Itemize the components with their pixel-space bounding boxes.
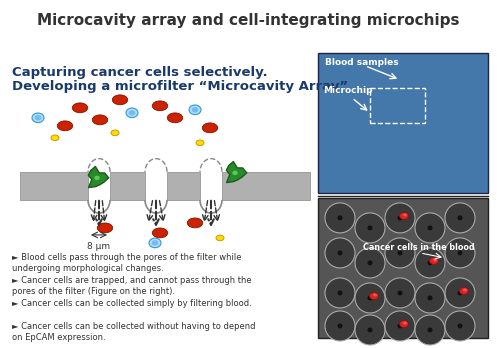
Ellipse shape (189, 105, 201, 114)
Circle shape (325, 203, 355, 233)
Ellipse shape (192, 107, 198, 112)
Text: 8 µm: 8 µm (87, 242, 110, 251)
Text: Developing a microfilter “Microcavity Array”: Developing a microfilter “Microcavity Ar… (12, 80, 348, 93)
Circle shape (355, 248, 385, 278)
Ellipse shape (373, 293, 377, 296)
Text: Microchip: Microchip (323, 86, 372, 95)
Circle shape (445, 203, 475, 233)
Text: Blood samples: Blood samples (325, 58, 399, 67)
Circle shape (367, 295, 372, 300)
Circle shape (337, 251, 342, 255)
Circle shape (458, 324, 463, 329)
Circle shape (367, 226, 372, 230)
FancyBboxPatch shape (167, 172, 200, 200)
FancyBboxPatch shape (318, 198, 488, 338)
Ellipse shape (460, 287, 469, 294)
Ellipse shape (35, 115, 41, 120)
Circle shape (325, 278, 355, 308)
Ellipse shape (463, 288, 467, 292)
Circle shape (398, 215, 403, 220)
Ellipse shape (167, 113, 183, 123)
Ellipse shape (129, 110, 135, 116)
Ellipse shape (149, 238, 161, 248)
Circle shape (385, 278, 415, 308)
Circle shape (355, 315, 385, 345)
Ellipse shape (216, 235, 224, 241)
Circle shape (415, 248, 445, 278)
Ellipse shape (72, 103, 87, 113)
Ellipse shape (187, 218, 203, 228)
Ellipse shape (97, 223, 113, 233)
Circle shape (355, 283, 385, 313)
Ellipse shape (403, 322, 407, 324)
Circle shape (385, 203, 415, 233)
Circle shape (445, 278, 475, 308)
FancyBboxPatch shape (110, 172, 145, 200)
Circle shape (367, 327, 372, 332)
FancyBboxPatch shape (20, 172, 88, 200)
Text: ► Cancer cells can be collected simply by filtering blood.: ► Cancer cells can be collected simply b… (12, 299, 252, 308)
Ellipse shape (429, 258, 438, 264)
Ellipse shape (92, 115, 108, 125)
Ellipse shape (94, 176, 100, 180)
Ellipse shape (152, 101, 167, 111)
Circle shape (337, 291, 342, 295)
Circle shape (415, 283, 445, 313)
Ellipse shape (202, 123, 218, 133)
Ellipse shape (196, 140, 204, 146)
Circle shape (458, 291, 463, 295)
Circle shape (385, 311, 415, 341)
Text: ► Blood cells pass through the pores of the filter while
undergoing morphologica: ► Blood cells pass through the pores of … (12, 253, 242, 273)
Ellipse shape (232, 171, 238, 175)
Circle shape (415, 213, 445, 243)
FancyBboxPatch shape (318, 53, 488, 193)
FancyBboxPatch shape (222, 172, 310, 200)
Ellipse shape (32, 113, 44, 122)
Ellipse shape (51, 135, 59, 141)
Ellipse shape (433, 259, 437, 261)
Circle shape (385, 238, 415, 268)
Text: Microcavity array and cell-integrating microchips: Microcavity array and cell-integrating m… (37, 13, 460, 29)
Ellipse shape (369, 292, 379, 300)
Circle shape (427, 226, 432, 230)
Ellipse shape (57, 121, 73, 131)
Ellipse shape (126, 108, 138, 118)
Circle shape (415, 315, 445, 345)
Circle shape (337, 324, 342, 329)
Circle shape (367, 260, 372, 266)
Ellipse shape (400, 321, 409, 327)
Ellipse shape (112, 95, 128, 105)
Ellipse shape (111, 130, 119, 136)
Polygon shape (226, 161, 247, 183)
Circle shape (458, 251, 463, 255)
Text: ► Cancer cells can be collected without having to depend
on EpCAM expression.: ► Cancer cells can be collected without … (12, 322, 255, 342)
Circle shape (337, 215, 342, 220)
Ellipse shape (403, 213, 407, 216)
Circle shape (427, 260, 432, 266)
Circle shape (458, 215, 463, 220)
Polygon shape (88, 166, 109, 188)
Text: ► Cancer cells are trapped, and cannot pass through the
pores of the filter (Fig: ► Cancer cells are trapped, and cannot p… (12, 276, 251, 296)
Circle shape (398, 324, 403, 329)
Circle shape (445, 238, 475, 268)
Circle shape (325, 238, 355, 268)
Circle shape (427, 327, 432, 332)
Text: Capturing cancer cells selectively.: Capturing cancer cells selectively. (12, 66, 267, 79)
Ellipse shape (152, 228, 167, 238)
Circle shape (325, 311, 355, 341)
Ellipse shape (400, 212, 409, 219)
Text: Cancer cells in the blood: Cancer cells in the blood (363, 243, 475, 252)
Ellipse shape (152, 240, 159, 246)
Circle shape (398, 251, 403, 255)
Circle shape (427, 295, 432, 300)
Circle shape (398, 291, 403, 295)
Circle shape (445, 311, 475, 341)
Circle shape (355, 213, 385, 243)
